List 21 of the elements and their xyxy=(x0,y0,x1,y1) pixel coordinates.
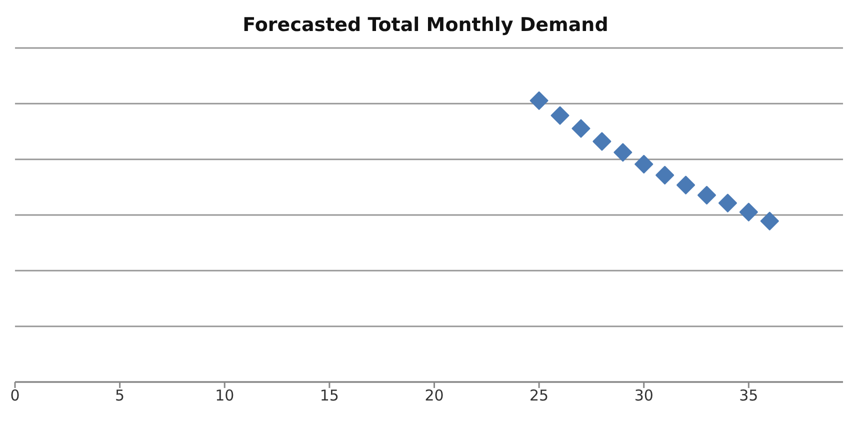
chart-title: Forecasted Total Monthly Demand xyxy=(242,13,610,38)
point xyxy=(550,106,570,125)
x-tick-label: 25 xyxy=(530,386,549,405)
x-tick-label: 30 xyxy=(634,386,654,405)
point xyxy=(676,176,696,194)
point xyxy=(656,166,674,184)
x-tick-label: 10 xyxy=(215,386,234,405)
x-tick-label: 20 xyxy=(424,386,444,405)
x-tick-label: 15 xyxy=(320,386,339,405)
point xyxy=(530,91,548,110)
point xyxy=(634,154,654,174)
point xyxy=(718,194,737,212)
x-tick-label: 0 xyxy=(10,386,20,405)
point xyxy=(572,119,590,138)
point xyxy=(614,143,632,162)
point xyxy=(697,186,716,204)
point xyxy=(592,132,612,151)
point xyxy=(760,212,779,230)
x-tick-label: 5 xyxy=(115,386,125,405)
x-tick-label: 35 xyxy=(739,386,758,405)
point xyxy=(739,202,758,222)
